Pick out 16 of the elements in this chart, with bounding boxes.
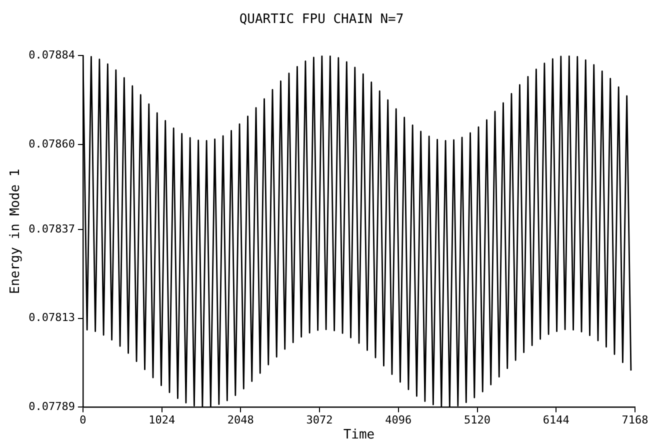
x-tick-label: 4096 <box>385 414 412 427</box>
y-axis-title: Energy in Mode 1 <box>8 168 24 294</box>
chart-title: QUARTIC FPU CHAIN N=7 <box>239 12 404 28</box>
y-tick-label: 0.07837 <box>28 222 75 236</box>
y-tick-label: 0.07789 <box>28 400 75 414</box>
x-tick-label: 7168 <box>622 414 648 427</box>
x-tick-label: 1024 <box>148 414 176 427</box>
x-axis-title: Time <box>343 428 375 443</box>
x-tick-label: 3072 <box>306 414 333 427</box>
x-tick-label: 6144 <box>542 414 570 427</box>
x-tick-label: 5120 <box>464 414 491 427</box>
x-tick-label: 0 <box>80 414 86 427</box>
y-tick-label: 0.07860 <box>28 137 75 150</box>
y-tick-label: 0.07884 <box>28 48 76 62</box>
y-tick-label: 0.07813 <box>28 311 75 324</box>
x-tick-label: 2048 <box>227 414 254 427</box>
